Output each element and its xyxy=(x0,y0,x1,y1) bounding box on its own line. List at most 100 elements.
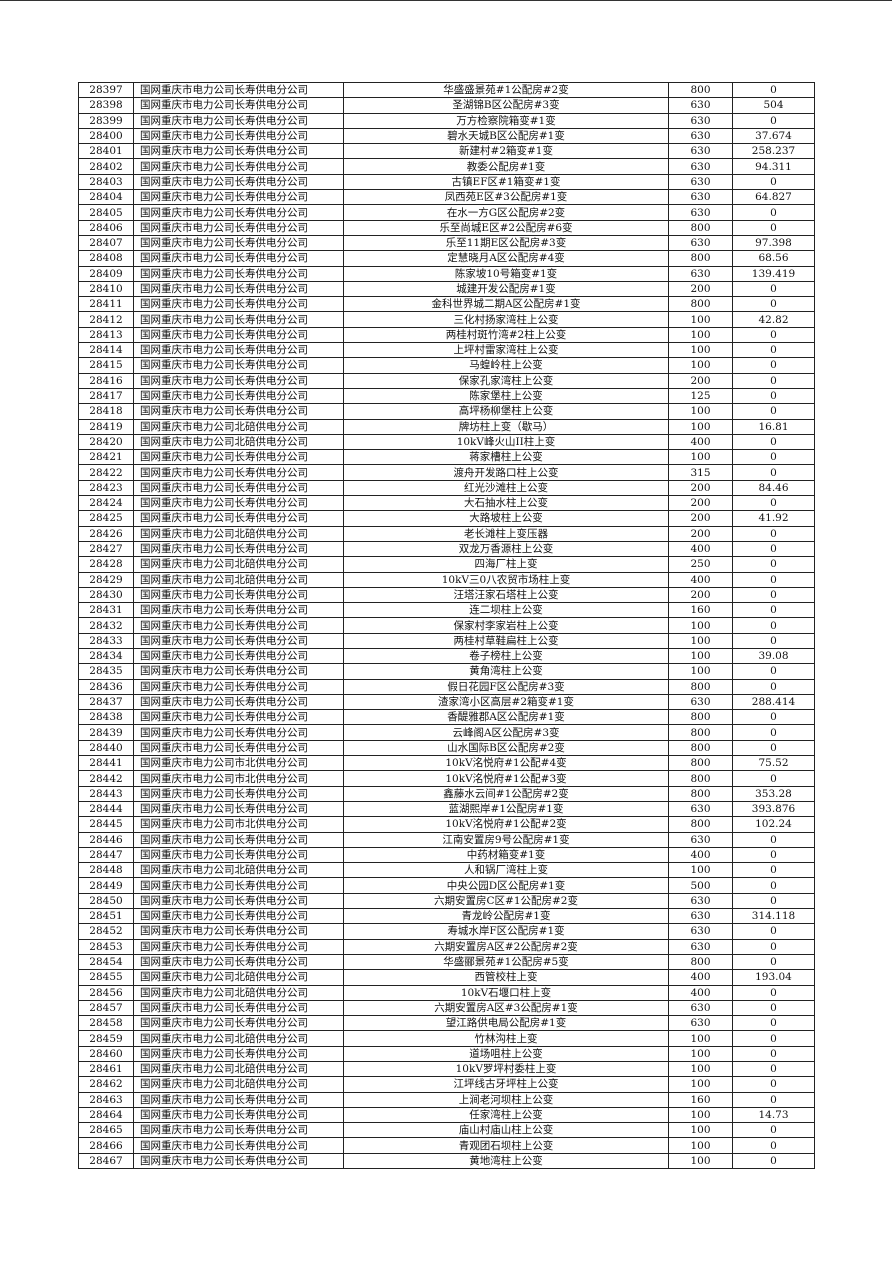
value-cell: 0 xyxy=(732,449,815,466)
row-id-cell: 28460 xyxy=(78,1045,134,1063)
row-id-cell: 28423 xyxy=(78,479,134,497)
transformer-name-cell: 鑫藤水云间#1公配房#2变 xyxy=(343,785,669,802)
value-cell: 0 xyxy=(732,280,815,298)
transformer-name-cell: 江南安置房9号公配房#1变 xyxy=(343,831,669,848)
table-row: 28409 国网重庆市电力公司长寿供电分公司 陈家坡10号箱变#1变 630 139.4… xyxy=(78,265,815,282)
table-row: 28420 国网重庆市电力公司北碚供电分公司 10kV峰火山II柱上变 400 0 xyxy=(78,433,815,451)
capacity-cell: 125 xyxy=(668,387,733,405)
table-row: 28424 国网重庆市电力公司长寿供电分公司 大石抽水柱上公变 200 0 xyxy=(78,495,815,512)
transformer-name-cell: 六期安置房A区#2公配房#2变 xyxy=(343,938,669,955)
capacity-cell: 100 xyxy=(668,647,733,665)
value-cell: 0 xyxy=(732,296,815,313)
transformer-name-cell: 香醍雅郡A区公配房#1变 xyxy=(343,709,669,726)
transformer-name-cell: 两桂村斑竹湾#2柱上公变 xyxy=(343,326,669,344)
capacity-cell: 100 xyxy=(668,403,733,420)
capacity-cell: 100 xyxy=(668,449,733,466)
value-cell: 14.73 xyxy=(732,1106,815,1124)
table-row: 28435 国网重庆市电力公司长寿供电分公司 黄角湾柱上公变 100 0 xyxy=(78,663,815,680)
company-name-cell: 国网重庆市电力公司长寿供电分公司 xyxy=(133,739,344,757)
table-row: 28448 国网重庆市电力公司北碚供电分公司 人和锅厂湾柱上变 100 0 xyxy=(78,862,815,879)
company-name-cell: 国网重庆市电力公司长寿供电分公司 xyxy=(133,464,344,481)
capacity-cell: 100 xyxy=(668,663,733,680)
table-row: 28445 国网重庆市电力公司市北供电分公司 10kV洺悦府#1公配#2变 800 10… xyxy=(78,816,815,833)
value-cell: 258.237 xyxy=(732,143,815,160)
value-cell: 0 xyxy=(732,556,815,573)
value-cell: 314.118 xyxy=(732,908,815,925)
capacity-cell: 200 xyxy=(668,280,733,298)
company-name-cell: 国网重庆市电力公司长寿供电分公司 xyxy=(133,800,344,818)
table-row: 28430 国网重庆市电力公司长寿供电分公司 汪塔汪家石塔柱上公变 200 0 xyxy=(78,586,815,604)
value-cell: 0 xyxy=(732,770,815,787)
value-cell: 0 xyxy=(732,433,815,451)
transformer-name-cell: 四海厂柱上变 xyxy=(343,556,669,573)
capacity-cell: 630 xyxy=(668,173,733,191)
capacity-cell: 100 xyxy=(668,1045,733,1063)
transformer-name-cell: 10kV洺悦府#1公配#2变 xyxy=(343,816,669,833)
value-cell: 0 xyxy=(732,938,815,955)
company-name-cell: 国网重庆市电力公司长寿供电分公司 xyxy=(133,250,344,267)
table-row: 28449 国网重庆市电力公司长寿供电分公司 中央公园D区公配房#1变 500 0 xyxy=(78,877,815,894)
capacity-cell: 100 xyxy=(668,1122,733,1139)
transformer-name-cell: 道场咀柱上公变 xyxy=(343,1045,669,1063)
company-name-cell: 国网重庆市电力公司长寿供电分公司 xyxy=(133,831,344,848)
capacity-cell: 100 xyxy=(668,342,733,359)
capacity-cell: 630 xyxy=(668,112,733,129)
capacity-cell: 800 xyxy=(668,724,733,741)
row-id-cell: 28425 xyxy=(78,510,134,527)
row-id-cell: 28459 xyxy=(78,1030,134,1047)
value-cell: 84.46 xyxy=(732,479,815,497)
row-id-cell: 28417 xyxy=(78,387,134,405)
table-row: 28455 国网重庆市电力公司北碚供电分公司 西管校柱上变 400 193.04 xyxy=(78,969,815,986)
value-cell: 0 xyxy=(732,1060,815,1078)
row-id-cell: 28440 xyxy=(78,739,134,757)
company-name-cell: 国网重庆市电力公司市北供电分公司 xyxy=(133,770,344,787)
transformer-name-cell: 高坪杨柳堡柱上公变 xyxy=(343,403,669,420)
row-id-cell: 28414 xyxy=(78,342,134,359)
capacity-cell: 630 xyxy=(668,143,733,160)
row-id-cell: 28410 xyxy=(78,280,134,298)
row-id-cell: 28412 xyxy=(78,311,134,328)
capacity-cell: 630 xyxy=(668,800,733,818)
capacity-cell: 100 xyxy=(668,632,733,649)
row-id-cell: 28427 xyxy=(78,540,134,558)
table-row: 28410 国网重庆市电力公司长寿供电分公司 城建开发公配房#1变 200 0 xyxy=(78,280,815,298)
transformer-name-cell: 乐至11期E区公配房#3变 xyxy=(343,234,669,252)
transformer-name-cell: 凤西苑E区#3公配房#1变 xyxy=(343,189,669,206)
table-row: 28421 国网重庆市电力公司长寿供电分公司 蒋家槽柱上公变 100 0 xyxy=(78,449,815,466)
value-cell: 288.414 xyxy=(732,693,815,711)
value-cell: 0 xyxy=(732,846,815,864)
value-cell: 0 xyxy=(732,372,815,389)
transformer-name-cell: 红光沙滩柱上公变 xyxy=(343,479,669,497)
value-cell: 0 xyxy=(732,540,815,558)
capacity-cell: 800 xyxy=(668,953,733,971)
table-row: 28397 国网重庆市电力公司长寿供电分公司 华盛盛景苑#1公配房#2变 800 0 xyxy=(78,81,815,99)
row-id-cell: 28415 xyxy=(78,357,134,374)
value-cell: 193.04 xyxy=(732,969,815,986)
transformer-name-cell: 老长滩柱上变压器 xyxy=(343,525,669,542)
row-id-cell: 28405 xyxy=(78,204,134,221)
value-cell: 0 xyxy=(732,204,815,221)
capacity-cell: 800 xyxy=(668,816,733,833)
company-name-cell: 国网重庆市电力公司长寿供电分公司 xyxy=(133,1106,344,1124)
row-id-cell: 28445 xyxy=(78,816,134,833)
value-cell: 0 xyxy=(732,1030,815,1047)
capacity-cell: 800 xyxy=(668,770,733,787)
transformer-name-cell: 定慧晓月A区公配房#4变 xyxy=(343,250,669,267)
table-body: 28397 国网重庆市电力公司长寿供电分公司 华盛盛景苑#1公配房#2变 800 0 28… xyxy=(78,81,815,1170)
transformer-name-cell: 10kV洺悦府#1公配#4变 xyxy=(343,755,669,772)
value-cell: 0 xyxy=(732,892,815,910)
value-cell: 0 xyxy=(732,862,815,879)
table-row: 28452 国网重庆市电力公司长寿供电分公司 寿城水岸F区公配房#1变 630 0 xyxy=(78,923,815,940)
table-row: 28440 国网重庆市电力公司长寿供电分公司 山水国际B区公配房#2变 800 0 xyxy=(78,739,815,757)
value-cell: 0 xyxy=(732,326,815,344)
transformer-name-cell: 10kV洺悦府#1公配#3变 xyxy=(343,770,669,787)
value-cell: 0 xyxy=(732,219,815,236)
table-row: 28399 国网重庆市电力公司长寿供电分公司 万方检察院箱变#1变 630 0 xyxy=(78,112,815,129)
company-name-cell: 国网重庆市电力公司长寿供电分公司 xyxy=(133,586,344,604)
row-id-cell: 28463 xyxy=(78,1091,134,1108)
value-cell: 0 xyxy=(732,953,815,971)
row-id-cell: 28430 xyxy=(78,586,134,604)
company-name-cell: 国网重庆市电力公司长寿供电分公司 xyxy=(133,724,344,741)
company-name-cell: 国网重庆市电力公司长寿供电分公司 xyxy=(133,296,344,313)
table-row: 28441 国网重庆市电力公司市北供电分公司 10kV洺悦府#1公配#4变 800 75… xyxy=(78,755,815,772)
